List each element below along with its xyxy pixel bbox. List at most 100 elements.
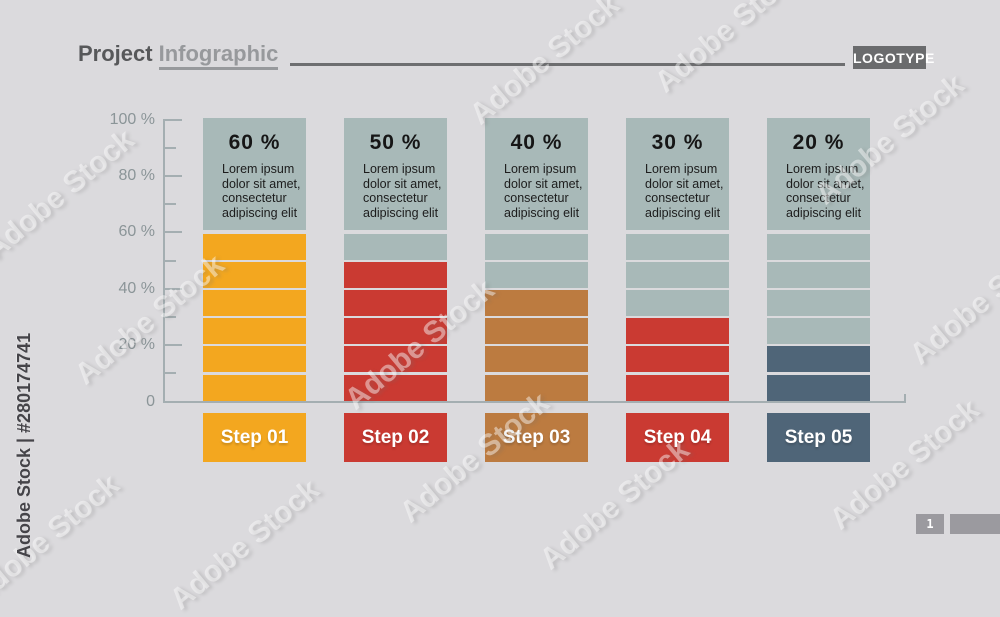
column-description-line: Lorem ipsum xyxy=(786,162,859,176)
bar-segment-filled xyxy=(485,318,588,345)
y-major-tick-60 xyxy=(163,231,182,234)
column-description-line: Lorem ipsum xyxy=(222,162,295,176)
bar-segment-filled xyxy=(344,318,447,345)
watermark-ghost: Adobe Stock xyxy=(163,473,326,617)
title-rule-divider xyxy=(290,63,845,66)
y-minor-tick-90 xyxy=(163,146,176,149)
column-header: 20 % Lorem ipsum dolor sit amet, consectetu… xyxy=(767,118,870,230)
y-axis-label-100: 100 % xyxy=(109,110,155,128)
column-description-line: adipiscing elit xyxy=(504,205,580,220)
bar-segment-filled xyxy=(626,346,729,373)
column-description: Lorem ipsum dolor sit amet, consectetur adi… xyxy=(485,162,588,220)
page-title: Project Infographic xyxy=(78,41,279,70)
column-description-line: Lorem ipsum xyxy=(363,162,436,176)
bar-segment-empty xyxy=(767,289,870,316)
column-value-label: 60 % xyxy=(228,131,281,154)
y-minor-tick-50 xyxy=(163,259,176,262)
bar-segment-filled xyxy=(203,233,306,260)
column-description-line: dolor sit amet, xyxy=(645,176,724,191)
column-header: 50 % Lorem ipsum dolor sit amet, consectetu… xyxy=(344,118,447,230)
bar-segment-filled xyxy=(203,346,306,373)
watermark-id-text: Adobe Stock | #280174741 xyxy=(14,332,34,558)
bar-segment-filled xyxy=(344,346,447,373)
bar-segment-empty xyxy=(767,261,870,288)
bar-segment-filled xyxy=(203,289,306,316)
step-label-4: Step 04 xyxy=(626,413,729,462)
column-description-line: dolor sit amet, xyxy=(363,176,442,191)
y-major-tick-20 xyxy=(163,344,182,347)
bar-segment-empty xyxy=(626,289,729,316)
bar-segment-filled xyxy=(203,318,306,345)
y-axis-label-40: 40 % xyxy=(118,279,155,297)
bar-segment-filled xyxy=(626,318,729,345)
watermark-ghost: Adobe Stock xyxy=(648,0,811,100)
watermark-ghost: Adobe Stock xyxy=(903,228,1000,372)
bar-segment-empty xyxy=(626,233,729,260)
bar-segment-filled xyxy=(767,374,870,401)
y-minor-tick-10 xyxy=(163,372,176,375)
watermark-pager-bar xyxy=(950,514,1000,534)
column-description-line: consectetur xyxy=(504,191,569,205)
x-axis-line xyxy=(163,401,906,403)
bar-segment-filled xyxy=(344,289,447,316)
column-description-line: adipiscing elit xyxy=(645,205,721,220)
column-description: Lorem ipsum dolor sit amet, consectetur adi… xyxy=(767,162,870,220)
y-minor-tick-70 xyxy=(163,203,176,206)
column-description: Lorem ipsum dolor sit amet, consectetur adi… xyxy=(626,162,729,220)
y-major-tick-80 xyxy=(163,174,182,177)
y-major-tick-100 xyxy=(163,118,182,121)
column-description-line: Lorem ipsum xyxy=(645,162,718,176)
column-description-line: Lorem ipsum xyxy=(504,162,577,176)
step-label-3: Step 03 xyxy=(485,413,588,462)
bar-segment-empty xyxy=(767,318,870,345)
bar-segment-empty xyxy=(344,233,447,260)
y-axis-label-60: 60 % xyxy=(118,223,155,241)
y-axis-label-0: 0 xyxy=(146,392,155,410)
step-label-2: Step 02 xyxy=(344,413,447,462)
column-description-line: dolor sit amet, xyxy=(504,176,583,191)
column-header: 60 % Lorem ipsum dolor sit amet, consectetu… xyxy=(203,118,306,230)
bar-segment-filled xyxy=(344,261,447,288)
step-label-1: Step 01 xyxy=(203,413,306,462)
bar-segment-empty xyxy=(485,261,588,288)
page-number-badge: 1 xyxy=(916,514,944,534)
watermark-ghost: Adobe Stock xyxy=(0,123,141,267)
bar-segment-filled xyxy=(626,374,729,401)
title-secondary: Infographic xyxy=(158,41,279,70)
column-description-line: dolor sit amet, xyxy=(786,176,865,191)
bar-segment-empty xyxy=(626,261,729,288)
column-header: 30 % Lorem ipsum dolor sit amet, consectetu… xyxy=(626,118,729,230)
bar-segment-empty xyxy=(767,233,870,260)
bar-segment-filled xyxy=(485,374,588,401)
bar-segment-filled xyxy=(485,346,588,373)
column-description-line: consectetur xyxy=(222,191,287,205)
column-description-line: adipiscing elit xyxy=(786,205,862,220)
y-major-tick-40 xyxy=(163,287,182,290)
column-description: Lorem ipsum dolor sit amet, consectetur adi… xyxy=(344,162,447,220)
column-description-line: consectetur xyxy=(363,191,428,205)
bar-segment-filled xyxy=(485,289,588,316)
bar-segment-filled xyxy=(344,374,447,401)
title-primary: Project xyxy=(78,41,153,66)
bar-segment-filled xyxy=(203,374,306,401)
column-description-line: adipiscing elit xyxy=(222,205,298,220)
column-description-line: consectetur xyxy=(645,191,710,205)
column-value-label: 50 % xyxy=(369,131,422,154)
y-axis-label-80: 80 % xyxy=(118,166,155,184)
column-value-label: 20 % xyxy=(792,131,845,154)
column-description: Lorem ipsum dolor sit amet, consectetur adi… xyxy=(203,162,306,220)
step-label-5: Step 05 xyxy=(767,413,870,462)
column-value-label: 30 % xyxy=(651,131,704,154)
column-value-label: 40 % xyxy=(510,131,563,154)
bar-segment-empty xyxy=(485,233,588,260)
logotype-badge: LOGOTYPE xyxy=(853,46,934,69)
x-axis-endcap xyxy=(904,394,906,403)
column-description-line: consectetur xyxy=(786,191,851,205)
column-header: 40 % Lorem ipsum dolor sit amet, consectetu… xyxy=(485,118,588,230)
bar-segment-filled xyxy=(203,261,306,288)
y-axis-label-20: 20 % xyxy=(118,336,155,354)
column-description-line: dolor sit amet, xyxy=(222,176,301,191)
y-minor-tick-30 xyxy=(163,315,176,318)
bar-segment-filled xyxy=(767,346,870,373)
column-description-line: adipiscing elit xyxy=(363,205,439,220)
